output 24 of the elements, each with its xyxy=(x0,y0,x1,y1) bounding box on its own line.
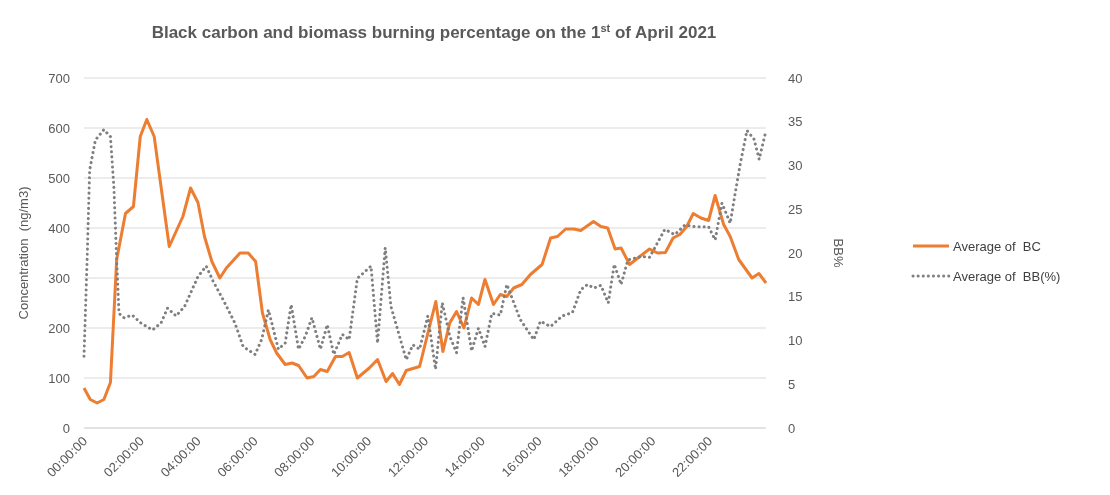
y2-tick-label: 20 xyxy=(788,245,803,261)
y-tick-label: 0 xyxy=(62,420,70,436)
line-series xyxy=(82,118,768,405)
chart-title: Black carbon and biomass burning percentage on the 1$^{st}$ of April 2021 xyxy=(151,22,717,42)
y-tick-label: 100 xyxy=(48,370,70,386)
y2-tick-label: 25 xyxy=(788,201,803,217)
y2-tick-label: 40 xyxy=(788,70,803,86)
y-axis-title: Concentration (ng/m3) xyxy=(16,186,31,320)
y2-tick-label: 30 xyxy=(788,158,803,174)
y2-axis-title: BB% xyxy=(831,238,846,268)
legend-label: Average of BC xyxy=(953,238,1041,254)
y2-tick-label: 5 xyxy=(788,376,796,392)
y2-tick-label: 15 xyxy=(788,289,803,305)
y2-tick-label: 0 xyxy=(788,420,796,436)
y2-tick-label: 35 xyxy=(788,114,803,130)
legend-label: Average of BB(%) xyxy=(953,268,1061,284)
line-series xyxy=(82,128,768,371)
y-tick-label: 500 xyxy=(48,170,70,186)
y-tick-label: 200 xyxy=(48,320,70,336)
y-tick-label: 700 xyxy=(48,70,70,86)
y2-tick-label: 10 xyxy=(788,333,803,349)
y-tick-label: 600 xyxy=(48,120,70,136)
y-tick-label: 400 xyxy=(48,220,70,236)
y-tick-label: 300 xyxy=(48,270,70,286)
